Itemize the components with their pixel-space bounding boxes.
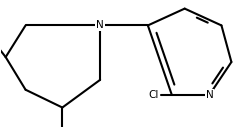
Text: N: N — [96, 20, 104, 30]
Text: N: N — [206, 90, 214, 100]
Text: Cl: Cl — [148, 90, 158, 100]
